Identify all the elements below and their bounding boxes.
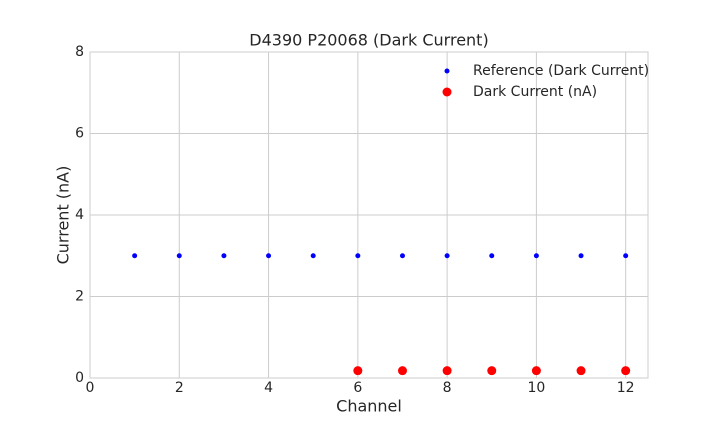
y-tick-label: 2 xyxy=(75,289,84,305)
x-tick-label: 12 xyxy=(617,380,635,396)
y-tick-label: 6 xyxy=(75,126,84,142)
point xyxy=(444,253,450,259)
legend-marker xyxy=(444,68,450,74)
point xyxy=(578,253,584,259)
point xyxy=(132,253,138,259)
y-tick-label: 4 xyxy=(75,207,84,223)
point xyxy=(576,366,586,376)
point xyxy=(310,253,316,259)
x-tick-label: 2 xyxy=(175,380,184,396)
plot-frame xyxy=(89,51,649,379)
legend-marker xyxy=(442,87,452,97)
point xyxy=(487,366,497,376)
legend-label: Reference (Dark Current) xyxy=(473,63,649,79)
x-tick-label: 8 xyxy=(443,380,452,396)
x-tick-label: 0 xyxy=(86,380,95,396)
x-tick-label: 6 xyxy=(353,380,362,396)
point xyxy=(397,366,407,376)
chart-title: D4390 P20068 (Dark Current) xyxy=(249,31,488,50)
point xyxy=(399,253,405,259)
point xyxy=(176,253,182,259)
legend-label: Dark Current (nA) xyxy=(473,84,597,100)
point xyxy=(442,366,452,376)
y-tick-label: 0 xyxy=(75,370,84,386)
y-tick-label: 8 xyxy=(75,44,84,60)
point xyxy=(266,253,272,259)
x-tick-label: 4 xyxy=(264,380,273,396)
point xyxy=(353,366,363,376)
x-tick-label: 10 xyxy=(527,380,545,396)
point xyxy=(221,253,227,259)
point xyxy=(621,366,631,376)
point xyxy=(533,253,539,259)
point xyxy=(355,253,361,259)
y-axis-label: Current (nA) xyxy=(54,166,73,265)
x-axis-label: Channel xyxy=(336,397,402,416)
point xyxy=(623,253,629,259)
point xyxy=(531,366,541,376)
point xyxy=(489,253,495,259)
